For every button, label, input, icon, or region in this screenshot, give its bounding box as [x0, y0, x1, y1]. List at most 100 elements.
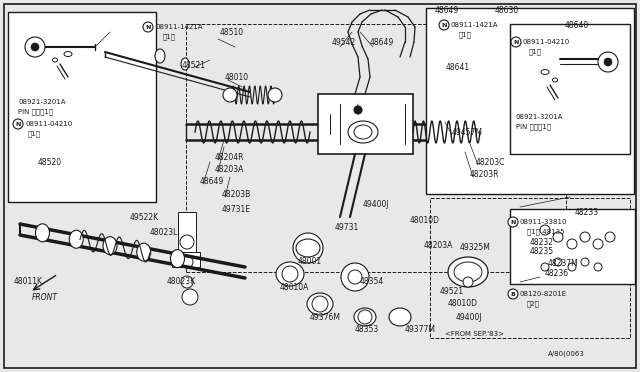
Circle shape [31, 43, 39, 51]
Circle shape [223, 88, 237, 102]
Text: 49400J: 49400J [456, 312, 483, 321]
Text: PIN ピン　1、: PIN ピン 1、 [516, 124, 551, 130]
Bar [430, 198, 630, 338]
Ellipse shape [541, 70, 549, 74]
Text: 48010D: 48010D [410, 215, 440, 224]
Ellipse shape [448, 257, 488, 287]
Ellipse shape [552, 78, 557, 82]
Text: 08911-04210: 08911-04210 [25, 121, 72, 127]
Text: 48236: 48236 [545, 269, 569, 279]
Circle shape [282, 266, 298, 282]
Text: 48237M: 48237M [548, 260, 579, 269]
Ellipse shape [454, 262, 482, 282]
Ellipse shape [354, 125, 372, 139]
Polygon shape [8, 207, 252, 304]
Ellipse shape [137, 243, 151, 261]
Text: 48001: 48001 [298, 257, 322, 266]
Text: 48630: 48630 [495, 6, 519, 15]
Text: PIN ピン　1、: PIN ピン 1、 [18, 109, 53, 115]
Circle shape [348, 270, 362, 284]
Text: 48203C: 48203C [476, 157, 506, 167]
Circle shape [180, 235, 194, 249]
Text: 49542: 49542 [332, 38, 356, 46]
Ellipse shape [276, 262, 304, 286]
Text: 48023K: 48023K [167, 278, 196, 286]
Text: 2、: 2、 [527, 301, 540, 307]
Circle shape [598, 52, 618, 72]
Bar [510, 209, 635, 284]
Text: 48203A: 48203A [424, 241, 453, 250]
Text: 48204R: 48204R [215, 153, 244, 161]
Text: 48640: 48640 [565, 20, 589, 29]
Circle shape [13, 119, 23, 129]
Circle shape [553, 232, 563, 242]
Text: 48353: 48353 [355, 326, 380, 334]
Ellipse shape [103, 237, 117, 255]
Text: 08120-8201E: 08120-8201E [520, 291, 567, 297]
Text: 48521: 48521 [182, 61, 206, 70]
Circle shape [268, 88, 282, 102]
Text: 08911-1421A: 08911-1421A [155, 24, 202, 30]
Circle shape [182, 289, 198, 305]
Text: 48011K: 48011K [14, 278, 43, 286]
Ellipse shape [348, 121, 378, 143]
Text: 48354: 48354 [360, 278, 384, 286]
Text: 49325M: 49325M [460, 243, 491, 251]
Text: 1、: 1、 [459, 32, 472, 38]
Text: 49377M: 49377M [405, 326, 436, 334]
Bar [318, 94, 413, 154]
Ellipse shape [64, 51, 72, 57]
Text: 49731: 49731 [335, 222, 359, 231]
Circle shape [354, 106, 362, 114]
Text: 49376M: 49376M [310, 312, 341, 321]
Bar [172, 252, 200, 267]
Text: N: N [15, 122, 20, 126]
Text: 48649: 48649 [370, 38, 394, 46]
Circle shape [312, 296, 328, 312]
Ellipse shape [52, 58, 58, 62]
Text: 08911-33810: 08911-33810 [520, 219, 568, 225]
Ellipse shape [181, 58, 189, 70]
Text: 49521: 49521 [440, 288, 464, 296]
Text: 48649: 48649 [435, 6, 460, 15]
Text: 1、 48135: 1、 48135 [527, 229, 564, 235]
Circle shape [439, 20, 449, 30]
Text: 48649: 48649 [200, 176, 224, 186]
Circle shape [341, 263, 369, 291]
Circle shape [594, 263, 602, 271]
Circle shape [604, 58, 612, 66]
Circle shape [508, 217, 518, 227]
Text: 48232: 48232 [530, 237, 554, 247]
Text: 49731E: 49731E [222, 205, 251, 214]
Text: FRONT: FRONT [32, 294, 58, 302]
Text: 49457M: 49457M [452, 128, 483, 137]
Bar [186, 24, 566, 272]
Text: B: B [511, 292, 515, 296]
Text: 1、: 1、 [28, 131, 41, 137]
Ellipse shape [170, 250, 184, 267]
Ellipse shape [389, 308, 411, 326]
Text: 08911-04210: 08911-04210 [523, 39, 570, 45]
Circle shape [540, 225, 550, 235]
Circle shape [293, 233, 323, 263]
Text: 48010: 48010 [225, 73, 249, 81]
Text: 48010A: 48010A [280, 282, 309, 292]
Circle shape [605, 232, 615, 242]
Text: 48233: 48233 [575, 208, 599, 217]
Text: 48520: 48520 [38, 157, 62, 167]
Ellipse shape [296, 239, 320, 257]
Text: <FROM SEP.'83>: <FROM SEP.'83> [445, 331, 504, 337]
Ellipse shape [35, 224, 49, 242]
Circle shape [593, 239, 603, 249]
Text: 49522K: 49522K [130, 212, 159, 221]
Circle shape [541, 263, 549, 271]
Text: 08921-3201A: 08921-3201A [18, 99, 65, 105]
Bar [8, 12, 156, 202]
Circle shape [554, 258, 562, 266]
Circle shape [181, 256, 193, 268]
Circle shape [358, 310, 372, 324]
Ellipse shape [354, 308, 376, 326]
Text: 08911-1421A: 08911-1421A [451, 22, 499, 28]
Text: 48203A: 48203A [215, 164, 244, 173]
Bar [178, 212, 196, 262]
